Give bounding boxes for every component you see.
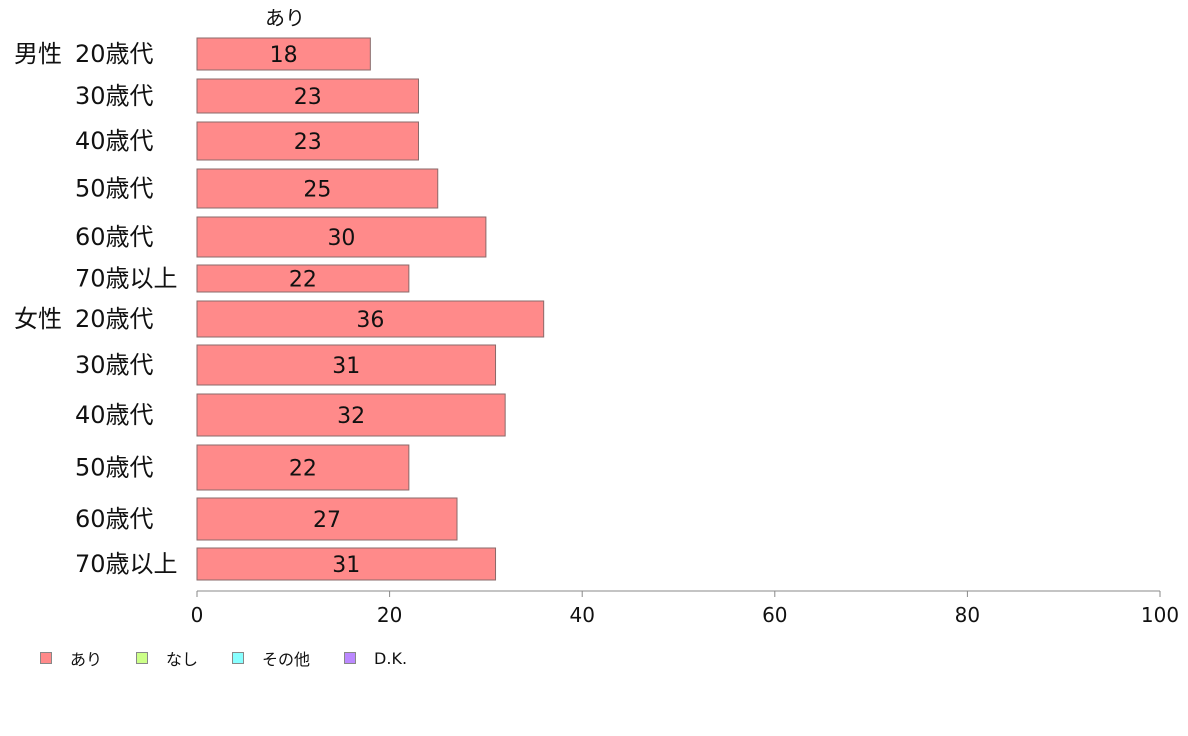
bar — [196, 121, 419, 161]
legend-label: あり — [70, 650, 103, 669]
category-label: 20歳代 — [75, 40, 154, 68]
data-label: 36 — [356, 308, 384, 333]
bar — [196, 78, 419, 114]
x-tick-label: 100 — [1141, 603, 1179, 627]
category-label: 70歳以上 — [75, 265, 178, 293]
category-label: 50歳代 — [75, 454, 154, 482]
data-label: 23 — [294, 85, 322, 110]
bar — [196, 444, 410, 491]
category-label: 70歳以上 — [75, 550, 178, 578]
x-tick-label: 20 — [377, 603, 402, 627]
legend-swatch — [232, 652, 245, 664]
legend-item: D.K. — [344, 649, 407, 668]
bar — [196, 37, 371, 71]
data-label: 27 — [313, 508, 341, 533]
data-label: 31 — [332, 553, 360, 578]
data-label: 25 — [303, 178, 331, 203]
data-label: 22 — [289, 268, 317, 293]
category-label: 40歳代 — [75, 401, 154, 429]
legend-item: その他 — [232, 646, 310, 670]
bar — [196, 216, 487, 258]
legend: あり なし その他 D.K. — [40, 646, 441, 670]
category-label: 60歳代 — [75, 223, 154, 251]
x-tick-label: 80 — [955, 603, 980, 627]
data-label: 30 — [327, 226, 355, 251]
bar — [196, 264, 410, 293]
bar — [196, 497, 458, 541]
legend-swatch — [344, 652, 357, 664]
data-label: 32 — [337, 404, 365, 429]
category-label: 30歳代 — [75, 82, 154, 110]
bar — [196, 344, 497, 386]
data-label: 23 — [294, 130, 322, 155]
x-tick-label: 60 — [762, 603, 787, 627]
category-label: 30歳代 — [75, 351, 154, 379]
group-label: 女性 — [14, 305, 62, 333]
legend-label: その他 — [262, 650, 311, 669]
bar — [196, 168, 439, 209]
legend-swatch — [136, 652, 149, 664]
legend-item: あり — [40, 646, 102, 670]
legend-item: なし — [136, 646, 198, 670]
category-label: 20歳代 — [75, 305, 154, 333]
group-label: 男性 — [14, 40, 62, 68]
category-label: 40歳代 — [75, 127, 154, 155]
x-tick-label: 40 — [569, 603, 594, 627]
bar — [196, 393, 506, 437]
category-label: 50歳代 — [75, 175, 154, 203]
series-top-label: あり — [265, 6, 305, 30]
category-label: 60歳代 — [75, 505, 154, 533]
x-tick-label: 0 — [191, 603, 204, 627]
data-label: 18 — [270, 43, 298, 68]
data-label: 22 — [289, 457, 317, 482]
data-label: 31 — [332, 354, 360, 379]
legend-label: D.K. — [374, 648, 408, 668]
legend-swatch — [40, 652, 52, 664]
legend-label: なし — [166, 650, 199, 669]
bar — [196, 300, 545, 338]
bar — [196, 547, 497, 581]
